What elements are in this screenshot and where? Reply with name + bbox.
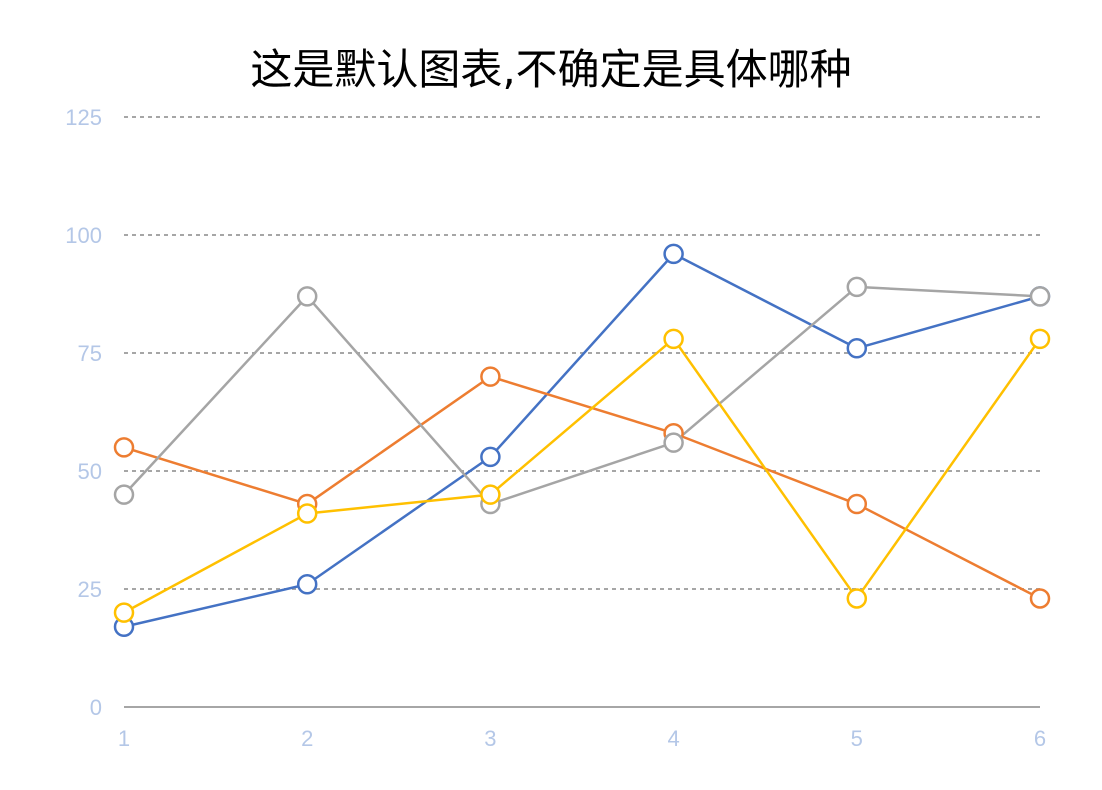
gridlines [124,116,1040,590]
x-tick-label: 2 [301,726,313,751]
data-point-series-1 [480,446,501,468]
data-point-series-3 [663,432,684,453]
series-markers [113,243,1051,638]
y-tick-label: 125 [65,105,102,130]
data-point-series-2 [846,493,868,515]
x-tick-label: 3 [484,726,496,751]
data-point-series-2 [113,437,135,458]
series-line-4 [123,337,1042,614]
y-axis-tick-labels: 0 25 50 75 100 125 [65,105,102,720]
series-line-3 [123,285,1041,506]
y-tick-label: 25 [78,577,102,602]
y-tick-label: 100 [65,223,102,248]
data-point-series-2 [480,366,501,387]
data-point-series-1 [663,243,684,265]
data-point-series-2 [1029,588,1051,609]
data-point-series-1 [296,574,318,595]
data-point-series-4 [113,602,135,623]
data-point-series-4 [480,484,501,505]
y-tick-label: 0 [90,695,102,720]
x-tick-label: 5 [851,726,863,751]
y-tick-label: 75 [78,341,102,366]
data-point-series-4 [296,503,318,524]
data-point-series-4 [846,588,868,609]
data-point-series-3 [113,484,135,505]
series-line-1 [123,252,1041,628]
data-point-series-3 [846,276,868,298]
chart-title: 这是默认图表,不确定是具体哪种 [250,45,852,94]
y-tick-label: 50 [78,459,102,484]
series-line-2 [123,375,1041,600]
x-axis-tick-labels: 1 2 3 4 5 6 [118,726,1046,751]
data-point-series-4 [663,328,684,350]
series-lines [123,252,1042,628]
data-point-series-3 [1029,286,1051,307]
x-tick-label: 4 [667,726,679,751]
data-point-series-3 [296,286,318,307]
x-tick-label: 1 [118,726,130,751]
data-point-series-4 [1029,328,1051,350]
x-tick-label: 6 [1034,726,1046,751]
data-point-series-1 [846,338,868,359]
